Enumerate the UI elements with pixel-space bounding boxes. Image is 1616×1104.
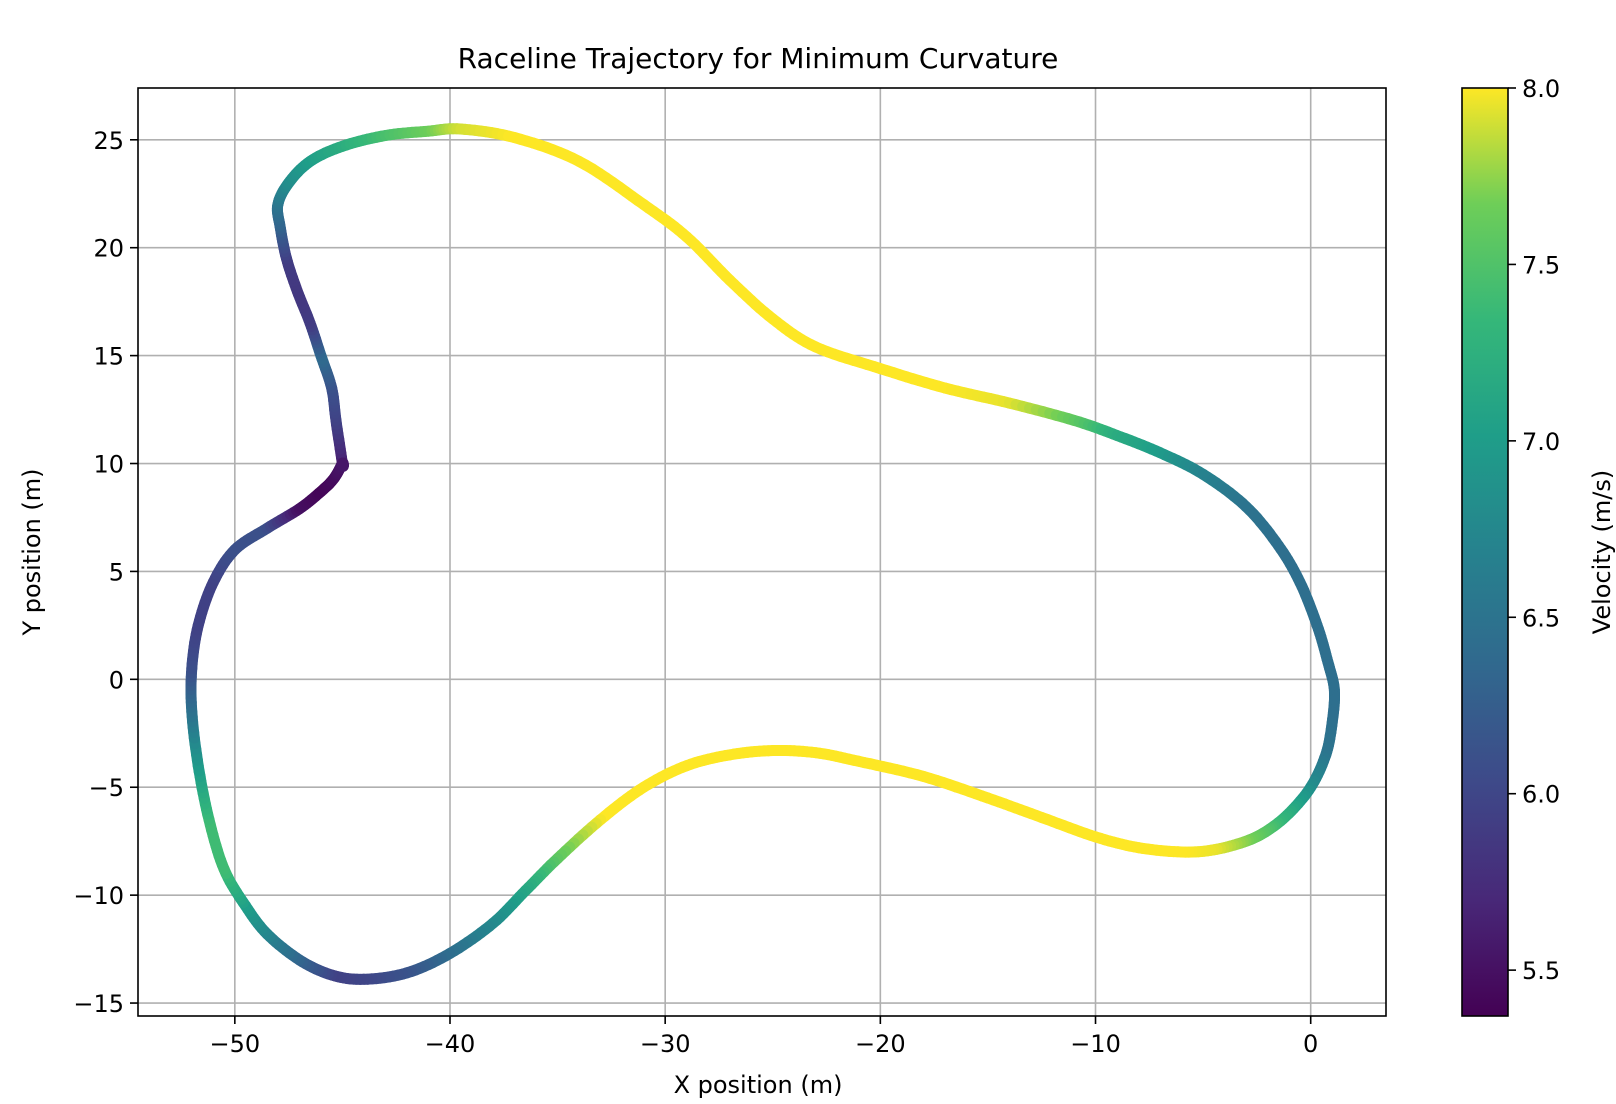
y-axis-label: Y position (m) (18, 468, 46, 636)
y-tick-label: 20 (93, 235, 124, 263)
colorbar-tick-label: 7.0 (1522, 428, 1560, 456)
y-tick-label: 15 (93, 343, 124, 371)
x-tick-label: −50 (209, 1030, 260, 1058)
colorbar-tick-label: 6.0 (1522, 781, 1560, 809)
x-tick-label: 0 (1303, 1030, 1318, 1058)
y-tick-label: 0 (109, 666, 124, 694)
raceline-trajectory (185, 123, 1340, 985)
colorbar-tick-label: 8.0 (1522, 75, 1560, 103)
x-tick-label: −30 (640, 1030, 691, 1058)
colorbar-frame (1461, 87, 1509, 1017)
chart-title: Raceline Trajectory for Minimum Curvatur… (458, 42, 1059, 75)
x-axis-label: X position (m) (674, 1071, 843, 1099)
y-axis-ticks: −15 −10 −5 0 5 10 15 20 25 (73, 127, 138, 1018)
y-tick-label: −5 (89, 774, 124, 802)
colorbar-tick-label: 7.5 (1522, 251, 1560, 279)
y-tick-label: −15 (73, 990, 124, 1018)
plot-area-frame (137, 87, 1387, 1017)
colorbar (1462, 88, 1508, 1016)
y-tick-label: 25 (93, 127, 124, 155)
y-tick-label: 5 (109, 558, 124, 586)
colorbar-label: Velocity (m/s) (1588, 470, 1616, 634)
x-tick-label: −10 (1070, 1030, 1121, 1058)
colorbar-tick-label: 6.5 (1522, 604, 1560, 632)
x-axis-ticks: −50 −40 −30 −20 −10 0 (209, 1016, 1318, 1058)
x-tick-label: −40 (425, 1030, 476, 1058)
colorbar-ticks: 5.5 6.0 6.5 7.0 7.5 8.0 (1508, 75, 1560, 985)
x-tick-label: −20 (855, 1030, 906, 1058)
y-tick-label: 10 (93, 451, 124, 479)
colorbar-tick-label: 5.5 (1522, 957, 1560, 985)
y-tick-label: −10 (73, 882, 124, 910)
